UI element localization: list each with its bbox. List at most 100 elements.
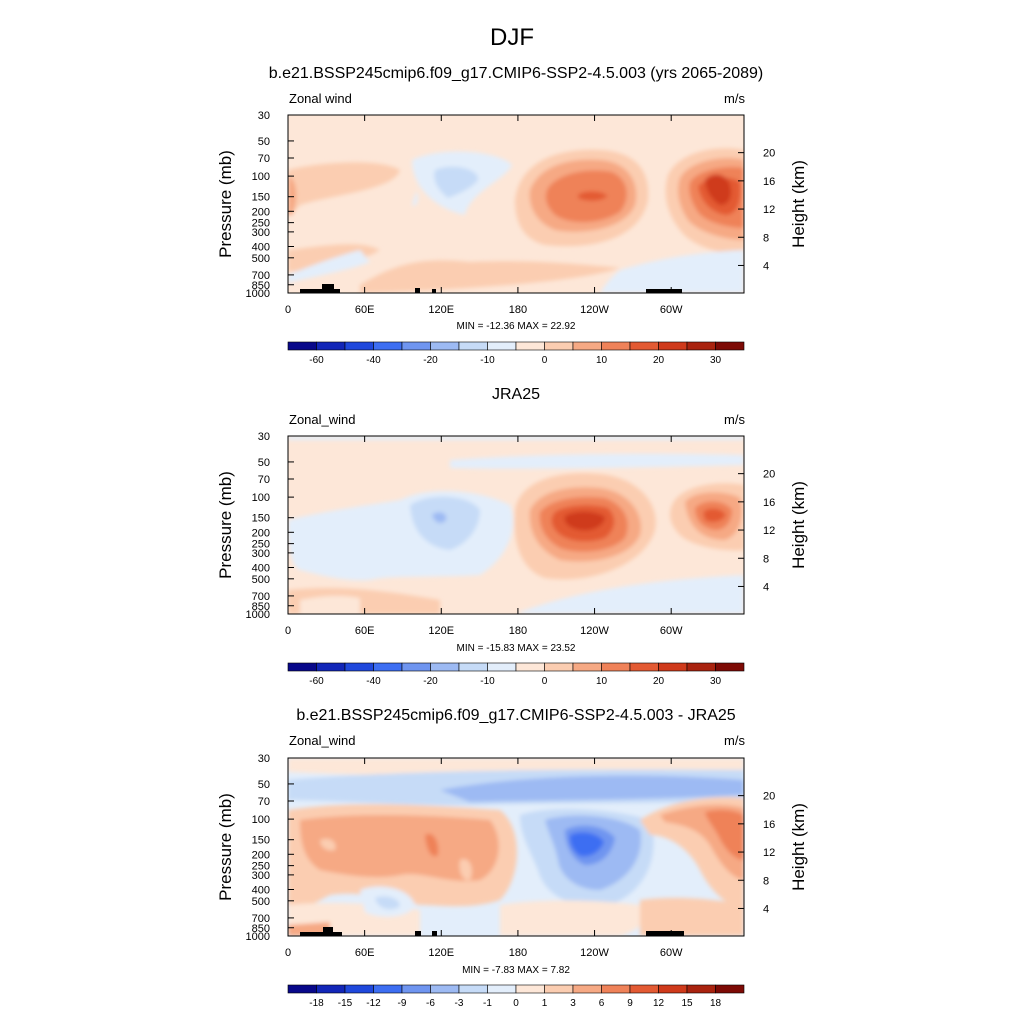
colorbar-swatch bbox=[515, 341, 545, 351]
panel-2: JRA25 Zonal_wind m/s bbox=[216, 386, 808, 687]
colorbar-label: -6 bbox=[426, 998, 435, 1009]
colorbar-label: -20 bbox=[423, 676, 438, 687]
colorbar-label: 30 bbox=[710, 676, 722, 687]
y2-tick-label: 12 bbox=[763, 525, 775, 537]
colorbar-label: -15 bbox=[338, 998, 353, 1009]
y-tick-label: 1000 bbox=[246, 288, 270, 300]
colorbar-label: -10 bbox=[480, 355, 495, 366]
colorbar-swatch bbox=[487, 984, 517, 994]
y-tick-label: 30 bbox=[258, 431, 270, 443]
colorbar-swatch bbox=[686, 984, 716, 994]
y2-tick-label: 4 bbox=[763, 903, 769, 915]
y-tick-label: 200 bbox=[252, 206, 270, 218]
x-tick-label: 0 bbox=[285, 625, 291, 637]
y-tick-label: 250 bbox=[252, 861, 270, 873]
y2-axis-title: Height (km) bbox=[789, 481, 808, 569]
panel-1: b.e21.BSSP245cmip6.f09_g17.CMIP6-SSP2-4.… bbox=[216, 65, 808, 366]
panel-3: b.e21.BSSP245cmip6.f09_g17.CMIP6-SSP2-4.… bbox=[216, 707, 808, 1009]
y2-tick-label: 16 bbox=[763, 819, 775, 831]
colorbar-label: 3 bbox=[570, 998, 576, 1009]
colorbar-swatch bbox=[373, 984, 403, 994]
x-tick-label: 120W bbox=[580, 947, 609, 959]
y-tick-label: 500 bbox=[252, 574, 270, 586]
colorbar-label: -40 bbox=[366, 355, 381, 366]
y2-tick-label: 20 bbox=[763, 469, 775, 481]
y-tick-label: 50 bbox=[258, 779, 270, 791]
y-tick-label: 500 bbox=[252, 896, 270, 908]
figure-title: DJF bbox=[490, 24, 534, 51]
colorbar-swatch bbox=[401, 341, 431, 351]
y-tick-label: 100 bbox=[252, 492, 270, 504]
panel-3-units: m/s bbox=[724, 733, 745, 748]
colorbar-label: 20 bbox=[653, 355, 665, 366]
colorbar-label: 1 bbox=[542, 998, 548, 1009]
y-tick-label: 1000 bbox=[246, 931, 270, 943]
y-tick-label: 70 bbox=[258, 474, 270, 486]
panel-3-contour-field bbox=[288, 758, 744, 936]
y-tick-label: 300 bbox=[252, 227, 270, 239]
y2-tick-label: 8 bbox=[763, 232, 769, 244]
x-tick-label: 180 bbox=[509, 947, 527, 959]
panel-2-contour-field bbox=[288, 436, 744, 614]
y-axis-title: Pressure (mb) bbox=[216, 793, 235, 901]
panel-1-frame bbox=[287, 114, 745, 294]
colorbar-swatch bbox=[515, 662, 545, 672]
y-tick-label: 100 bbox=[252, 171, 270, 183]
colorbar-swatch bbox=[287, 341, 317, 351]
y-axis-title: Pressure (mb) bbox=[216, 150, 235, 258]
panel-2-title: JRA25 bbox=[492, 386, 540, 403]
colorbar-label: 0 bbox=[513, 998, 519, 1009]
y2-tick-label: 20 bbox=[763, 148, 775, 160]
colorbar-swatch bbox=[715, 662, 745, 672]
colorbar-swatch bbox=[487, 662, 517, 672]
y2-tick-label: 16 bbox=[763, 497, 775, 509]
colorbar-label: -60 bbox=[309, 355, 324, 366]
x-tick-label: 120W bbox=[580, 304, 609, 316]
panel-2-left-label: Zonal_wind bbox=[289, 412, 356, 427]
panel-3-colorbar: -18 -15 -12 -9 -6 -3 -1 0 1 3 6 9 12 15 18 bbox=[287, 984, 745, 1009]
x-tick-label: 120E bbox=[428, 947, 454, 959]
x-tick-label: 180 bbox=[509, 625, 527, 637]
colorbar-label: 9 bbox=[627, 998, 633, 1009]
y2-tick-label: 20 bbox=[763, 791, 775, 803]
colorbar-label: 10 bbox=[596, 676, 608, 687]
colorbar-swatch bbox=[572, 341, 602, 351]
colorbar-swatch bbox=[458, 662, 488, 672]
colorbar-swatch bbox=[344, 662, 374, 672]
colorbar-swatch bbox=[287, 984, 317, 994]
y-tick-label: 50 bbox=[258, 136, 270, 148]
y-tick-label: 700 bbox=[252, 591, 270, 603]
colorbar-swatch bbox=[658, 984, 688, 994]
colorbar-swatch bbox=[401, 984, 431, 994]
y-tick-label: 70 bbox=[258, 796, 270, 808]
colorbar-swatch bbox=[316, 984, 346, 994]
colorbar-swatch bbox=[715, 984, 745, 994]
panel-2-units: m/s bbox=[724, 412, 745, 427]
colorbar-swatch bbox=[686, 341, 716, 351]
colorbar-swatch bbox=[686, 662, 716, 672]
colorbar-swatch bbox=[344, 984, 374, 994]
panel-3-left-label: Zonal_wind bbox=[289, 733, 356, 748]
x-tick-label: 0 bbox=[285, 304, 291, 316]
y-tick-label: 400 bbox=[252, 884, 270, 896]
colorbar-swatch bbox=[458, 984, 488, 994]
panel-1-left-label: Zonal wind bbox=[289, 91, 352, 106]
y-tick-label: 850 bbox=[252, 923, 270, 935]
y2-tick-label: 12 bbox=[763, 847, 775, 859]
colorbar-swatch bbox=[430, 341, 460, 351]
colorbar-swatch bbox=[629, 984, 659, 994]
colorbar-label: -9 bbox=[398, 998, 407, 1009]
y-tick-label: 1000 bbox=[246, 609, 270, 621]
panel-1-stats: MIN = -12.36 MAX = 22.92 bbox=[457, 321, 576, 332]
colorbar-label: -1 bbox=[483, 998, 492, 1009]
colorbar-swatch bbox=[430, 984, 460, 994]
colorbar-label: 0 bbox=[542, 355, 548, 366]
colorbar-swatch bbox=[658, 662, 688, 672]
colorbar-swatch bbox=[544, 984, 574, 994]
x-tick-label: 180 bbox=[509, 304, 527, 316]
y-tick-label: 700 bbox=[252, 913, 270, 925]
